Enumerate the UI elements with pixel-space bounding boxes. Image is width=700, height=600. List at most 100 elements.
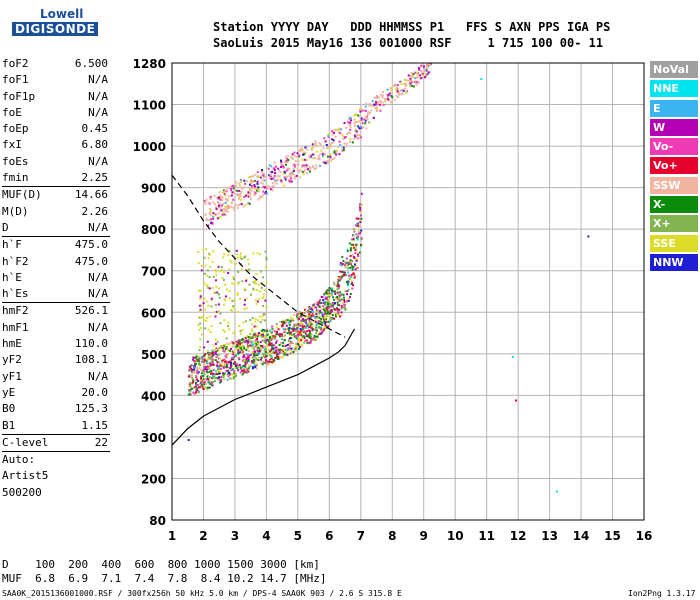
echo-point — [254, 354, 257, 357]
echo-point — [368, 103, 371, 105]
echo-point — [356, 238, 359, 241]
echo-point — [193, 369, 196, 372]
echo-point — [308, 155, 311, 158]
echo-point — [257, 359, 260, 362]
echo-point — [323, 318, 325, 321]
echo-point — [338, 296, 341, 299]
echo-point — [208, 371, 211, 374]
echo-point — [350, 261, 353, 264]
echo-point — [293, 176, 296, 179]
echo-point — [347, 121, 350, 124]
echo-point — [349, 259, 352, 262]
echo-point — [202, 375, 205, 378]
echo-point — [315, 167, 318, 170]
echo-point — [230, 201, 233, 204]
echo-point — [249, 333, 252, 336]
echo-point — [212, 216, 214, 219]
echo-point — [237, 352, 240, 355]
echo-point — [354, 249, 357, 252]
echo-point — [296, 168, 299, 171]
echo-point — [283, 184, 285, 187]
echo-point — [244, 362, 247, 365]
echo-point — [311, 143, 314, 146]
echo-point — [324, 303, 327, 306]
echo-point — [359, 108, 361, 111]
echo-point — [267, 167, 270, 170]
echo-point — [341, 134, 344, 137]
legend-item-x-: X+ — [650, 215, 698, 233]
echo-point — [254, 334, 257, 337]
echo-point — [225, 210, 228, 213]
echo-point — [252, 343, 255, 346]
echo-point — [314, 303, 317, 306]
echo-point — [393, 98, 396, 101]
echo-point — [289, 334, 292, 337]
echo-point — [275, 165, 277, 168]
echo-point — [352, 243, 355, 246]
echo-point — [271, 361, 274, 364]
echo-point — [253, 325, 256, 328]
echo-point — [376, 102, 379, 105]
param-value: N/A — [88, 287, 108, 301]
echo-point — [355, 217, 358, 220]
echo-point — [309, 311, 312, 313]
echo-point — [341, 263, 344, 266]
echo-point — [278, 350, 281, 352]
echo-point — [355, 236, 358, 239]
echo-point — [328, 289, 331, 292]
echo-point — [305, 164, 308, 167]
param-value: 0.45 — [81, 122, 109, 136]
echo-point — [195, 381, 198, 384]
echo-point — [211, 298, 213, 301]
auto-text: Artist5 — [2, 469, 49, 483]
echo-point — [346, 282, 349, 285]
echo-point — [201, 385, 204, 388]
echo-point — [255, 282, 258, 285]
echo-point — [254, 350, 257, 353]
echo-point — [221, 361, 224, 364]
echo-point — [229, 259, 232, 262]
echo-point — [208, 355, 211, 358]
echo-point — [336, 303, 339, 306]
echo-point — [310, 325, 312, 328]
echo-point — [245, 353, 248, 356]
echo-point — [244, 361, 247, 363]
echo-point — [324, 310, 327, 312]
echo-point — [208, 315, 211, 318]
param-value: 14.66 — [74, 188, 108, 202]
echo-point — [218, 196, 220, 199]
echo-point — [217, 303, 220, 306]
echo-point — [263, 335, 266, 338]
echo-point — [247, 347, 249, 350]
echo-point — [211, 352, 214, 355]
echo-point — [396, 96, 399, 98]
echo-point — [220, 380, 222, 383]
echo-point — [339, 270, 342, 273]
echo-point — [221, 213, 224, 216]
echo-point — [347, 297, 350, 300]
echo-point — [275, 341, 278, 344]
echo-point — [311, 310, 314, 313]
echo-point — [201, 315, 204, 318]
echo-point — [189, 390, 192, 393]
echo-point — [359, 128, 362, 131]
echo-point — [190, 388, 192, 391]
echo-point — [241, 367, 244, 370]
param-value: N/A — [88, 73, 108, 87]
param-separator — [2, 433, 110, 435]
x-tick-label: 1 — [168, 529, 176, 543]
echo-point — [253, 336, 256, 338]
echo-point — [247, 367, 250, 370]
param-label: h`F — [2, 238, 22, 252]
y-tick-label: 1100 — [133, 99, 166, 113]
echo-point — [208, 367, 211, 370]
echo-point — [218, 310, 220, 313]
echo-point — [295, 343, 298, 346]
echo-point — [269, 171, 272, 174]
echo-point — [314, 140, 317, 143]
echo-point — [360, 126, 363, 129]
echo-point — [296, 313, 299, 316]
echo-point — [306, 342, 309, 344]
echo-point — [222, 372, 224, 375]
echo-point — [343, 303, 346, 306]
